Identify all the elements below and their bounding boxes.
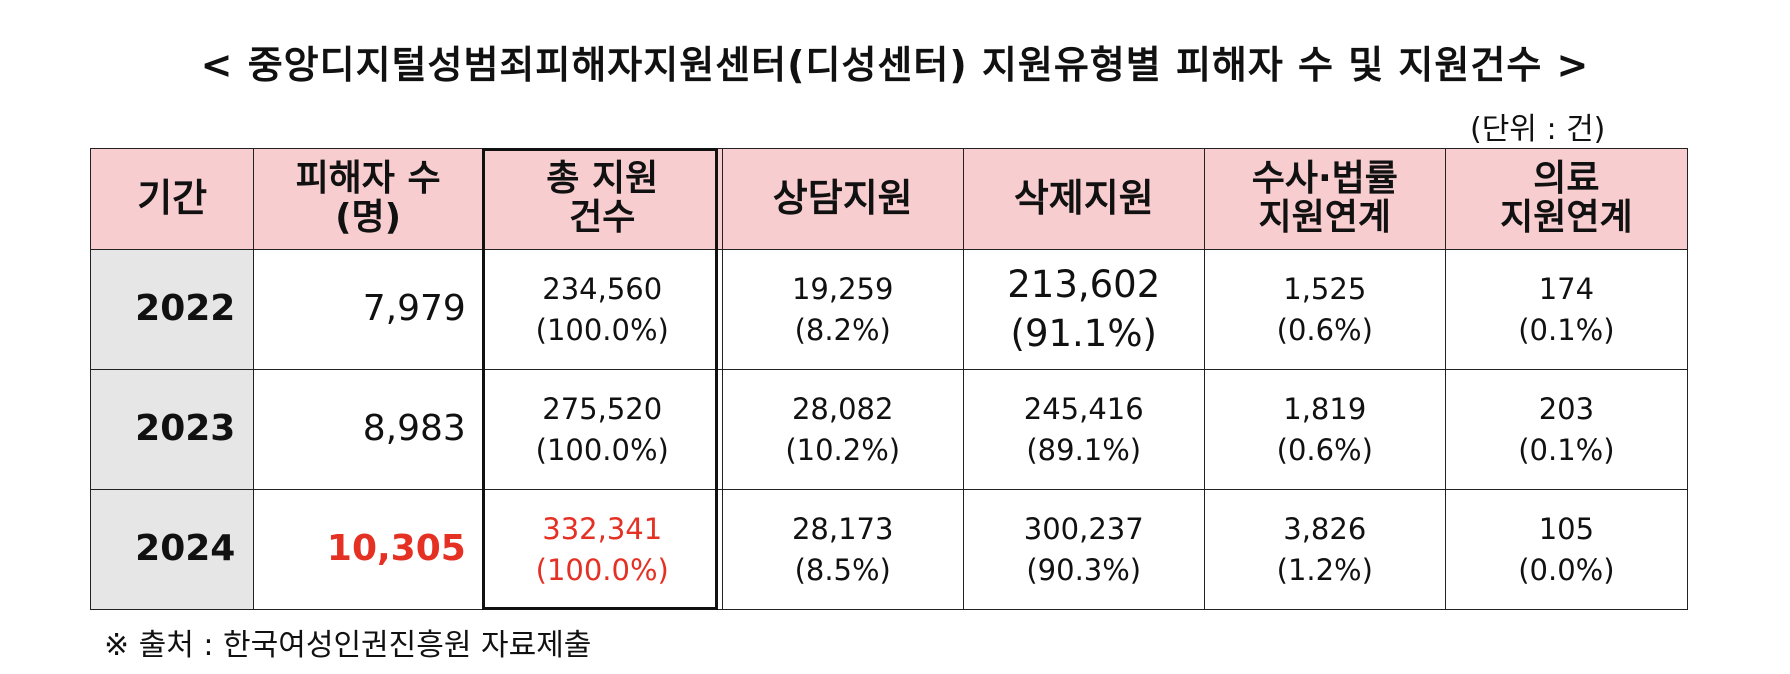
header-label: 수사·법률: [1251, 158, 1398, 200]
cell-value: 28,082: [791, 391, 894, 426]
page-title: < 중앙디지털성범죄피해자지원센터(디성센터) 지원유형별 피해자 수 및 지원…: [200, 43, 1590, 87]
support-statistics-table: 기간 피해자 수 (명) 총 지원 건수 상담지원 삭제지원 수사·법률: [89, 148, 1689, 610]
header-row: 기간 피해자 수 (명) 총 지원 건수 상담지원 삭제지원 수사·법률: [89, 148, 1689, 250]
cell-percent: (91.1%): [1010, 311, 1157, 355]
counseling-cell: 28,173 (8.5%): [721, 489, 964, 610]
header-label-sub: 건수: [569, 197, 636, 238]
victims-cell: 10,305: [253, 489, 483, 610]
counseling-cell: 19,259 (8.2%): [721, 249, 964, 370]
cell-percent: (0.1%): [1518, 432, 1615, 467]
total-cell: 332,341 (100.0%): [481, 489, 723, 610]
cell-value: 213,602: [1007, 263, 1161, 307]
header-label-sub: 지원연계: [1500, 197, 1633, 238]
deletion-cell: 300,237 (90.3%): [962, 489, 1205, 610]
header-medical-link: 의료 지원연계: [1444, 148, 1689, 250]
year-cell: 2023: [89, 369, 255, 490]
source-footnote: ※ 출처 : 한국여성인권진흥원 자료제출: [104, 628, 592, 663]
cell-percent: (0.0%): [1518, 552, 1615, 587]
cell-value: 234,560: [542, 271, 663, 306]
cell-value: 105: [1538, 511, 1595, 546]
victims-cell: 7,979: [253, 249, 483, 370]
cell-value: 1,525: [1283, 271, 1367, 306]
medical-cell: 174 (0.1%): [1444, 249, 1689, 370]
medical-cell: 203 (0.1%): [1444, 369, 1689, 490]
cell-percent: (0.1%): [1518, 312, 1615, 347]
header-total-support: 총 지원 건수: [481, 148, 723, 250]
header-period: 기간: [89, 148, 255, 250]
cell-percent: (8.2%): [794, 312, 891, 347]
cell-percent: (89.1%): [1026, 432, 1142, 467]
cell-value: 3,826: [1283, 511, 1367, 546]
table-row: 2024 10,305 332,341 (100.0%) 28,173 (8.5…: [89, 489, 1689, 610]
cell-value: 332,341: [542, 511, 663, 546]
cell-percent: (100.0%): [535, 312, 669, 347]
cell-value: 174: [1538, 271, 1595, 306]
cell-value: 19,259: [791, 271, 894, 306]
total-cell: 275,520 (100.0%): [481, 369, 723, 490]
header-label: 총 지원: [546, 158, 659, 200]
cell-percent: (1.2%): [1276, 552, 1373, 587]
cell-percent: (0.6%): [1276, 312, 1373, 347]
header-legal-link: 수사·법률 지원연계: [1203, 148, 1446, 250]
legal-cell: 3,826 (1.2%): [1203, 489, 1446, 610]
victims-cell: 8,983: [253, 369, 483, 490]
unit-label: (단위 : 건): [1470, 112, 1606, 147]
header-deletion: 삭제지원: [962, 148, 1205, 250]
cell-value: 203: [1538, 391, 1595, 426]
header-label: 피해자 수: [295, 158, 441, 200]
cell-percent: (10.2%): [785, 432, 901, 467]
header-label: 의료: [1533, 158, 1600, 200]
header-label: 상담지원: [772, 176, 913, 221]
header-label: 기간: [137, 176, 208, 221]
legal-cell: 1,525 (0.6%): [1203, 249, 1446, 370]
cell-value: 300,237: [1023, 511, 1144, 546]
year-cell: 2022: [89, 249, 255, 370]
cell-value: 28,173: [791, 511, 894, 546]
cell-percent: (100.0%): [535, 552, 669, 587]
cell-percent: (0.6%): [1276, 432, 1373, 467]
cell-value: 1,819: [1283, 391, 1367, 426]
header-label-sub: 지원연계: [1258, 197, 1392, 238]
cell-value: 245,416: [1023, 391, 1144, 426]
table-row: 2022 7,979 234,560 (100.0%) 19,259 (8.2%…: [89, 249, 1689, 370]
deletion-cell: 213,602 (91.1%): [962, 249, 1205, 370]
table-row: 2023 8,983 275,520 (100.0%) 28,082 (10.2…: [89, 369, 1689, 490]
header-victims: 피해자 수 (명): [253, 148, 483, 250]
header-label: 삭제지원: [1013, 176, 1154, 221]
header-counseling: 상담지원: [721, 148, 964, 250]
cell-percent: (90.3%): [1026, 552, 1142, 587]
counseling-cell: 28,082 (10.2%): [721, 369, 964, 490]
year-cell: 2024: [89, 489, 255, 610]
statistics-table-wrapper: 기간 피해자 수 (명) 총 지원 건수 상담지원 삭제지원 수사·법률: [89, 148, 1689, 610]
medical-cell: 105 (0.0%): [1444, 489, 1689, 610]
cell-value: 275,520: [542, 391, 663, 426]
legal-cell: 1,819 (0.6%): [1203, 369, 1446, 490]
header-label-sub: (명): [335, 197, 402, 238]
cell-percent: (100.0%): [535, 432, 669, 467]
cell-percent: (8.5%): [794, 552, 891, 587]
deletion-cell: 245,416 (89.1%): [962, 369, 1205, 490]
total-cell: 234,560 (100.0%): [481, 249, 723, 370]
